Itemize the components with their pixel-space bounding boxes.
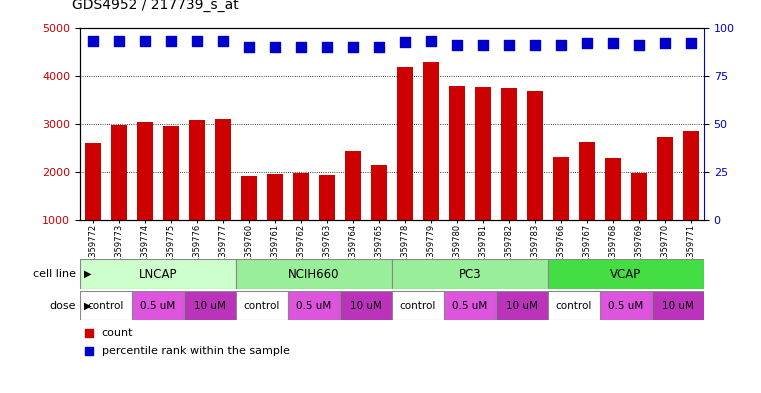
Bar [236, 259, 392, 289]
Bar [111, 125, 126, 220]
Bar [236, 291, 288, 320]
Bar [80, 291, 132, 320]
Point [425, 38, 437, 44]
Bar [215, 119, 231, 220]
Bar [371, 165, 387, 220]
Bar [600, 291, 652, 320]
Point [83, 347, 95, 354]
Point [659, 40, 671, 46]
Text: count: count [102, 328, 133, 338]
Text: 10 uM: 10 uM [506, 301, 538, 310]
Text: 0.5 uM: 0.5 uM [140, 301, 176, 310]
Point [685, 40, 697, 46]
Text: 0.5 uM: 0.5 uM [608, 301, 644, 310]
Text: dose: dose [49, 301, 76, 310]
Text: control: control [400, 301, 436, 310]
Bar [340, 291, 392, 320]
Bar [548, 259, 704, 289]
Bar [553, 156, 568, 220]
Bar [652, 291, 704, 320]
Point [113, 38, 125, 44]
Bar [288, 291, 340, 320]
Bar [397, 68, 412, 220]
Bar [527, 91, 543, 220]
Bar [132, 291, 184, 320]
Point [347, 44, 359, 50]
Point [607, 40, 619, 46]
Text: GDS4952 / 217739_s_at: GDS4952 / 217739_s_at [72, 0, 239, 12]
Text: control: control [244, 301, 280, 310]
Bar [319, 175, 335, 220]
Point [269, 44, 281, 50]
Bar [496, 291, 548, 320]
Bar [579, 142, 595, 220]
Point [633, 42, 645, 48]
Bar [658, 137, 673, 220]
Bar [85, 143, 100, 220]
Bar [293, 173, 309, 220]
Point [83, 330, 95, 336]
Text: ▶: ▶ [84, 269, 91, 279]
Bar [449, 86, 465, 220]
Point [373, 44, 385, 50]
Bar [605, 158, 621, 220]
Point [503, 42, 515, 48]
Bar [392, 291, 444, 320]
Bar [80, 259, 236, 289]
Text: control: control [88, 301, 124, 310]
Bar [241, 176, 256, 220]
Point [191, 38, 203, 44]
Bar [345, 151, 361, 220]
Text: 10 uM: 10 uM [662, 301, 694, 310]
Point [321, 44, 333, 50]
Point [477, 42, 489, 48]
Point [295, 44, 307, 50]
Bar [267, 174, 283, 220]
Bar [163, 126, 179, 220]
Point [529, 42, 541, 48]
Text: ▶: ▶ [84, 301, 91, 310]
Point [581, 40, 593, 46]
Bar [444, 291, 496, 320]
Text: control: control [556, 301, 592, 310]
Bar [475, 87, 491, 220]
Text: cell line: cell line [33, 269, 76, 279]
Bar [423, 62, 439, 220]
Bar [184, 291, 236, 320]
Point [217, 38, 229, 44]
Text: PC3: PC3 [459, 268, 481, 281]
Bar [501, 88, 517, 220]
Text: 0.5 uM: 0.5 uM [296, 301, 332, 310]
Point [399, 39, 411, 45]
Text: 10 uM: 10 uM [194, 301, 226, 310]
Bar [631, 173, 647, 220]
Point [87, 38, 99, 44]
Bar [392, 259, 548, 289]
Point [451, 42, 463, 48]
Text: 0.5 uM: 0.5 uM [452, 301, 488, 310]
Bar [137, 122, 153, 220]
Text: NCIH660: NCIH660 [288, 268, 339, 281]
Text: percentile rank within the sample: percentile rank within the sample [102, 345, 290, 356]
Point [165, 38, 177, 44]
Bar [548, 291, 600, 320]
Point [139, 38, 151, 44]
Point [555, 42, 567, 48]
Bar [683, 131, 699, 220]
Text: 10 uM: 10 uM [350, 301, 382, 310]
Point [243, 44, 255, 50]
Bar [189, 120, 205, 220]
Text: VCAP: VCAP [610, 268, 642, 281]
Text: LNCAP: LNCAP [139, 268, 177, 281]
